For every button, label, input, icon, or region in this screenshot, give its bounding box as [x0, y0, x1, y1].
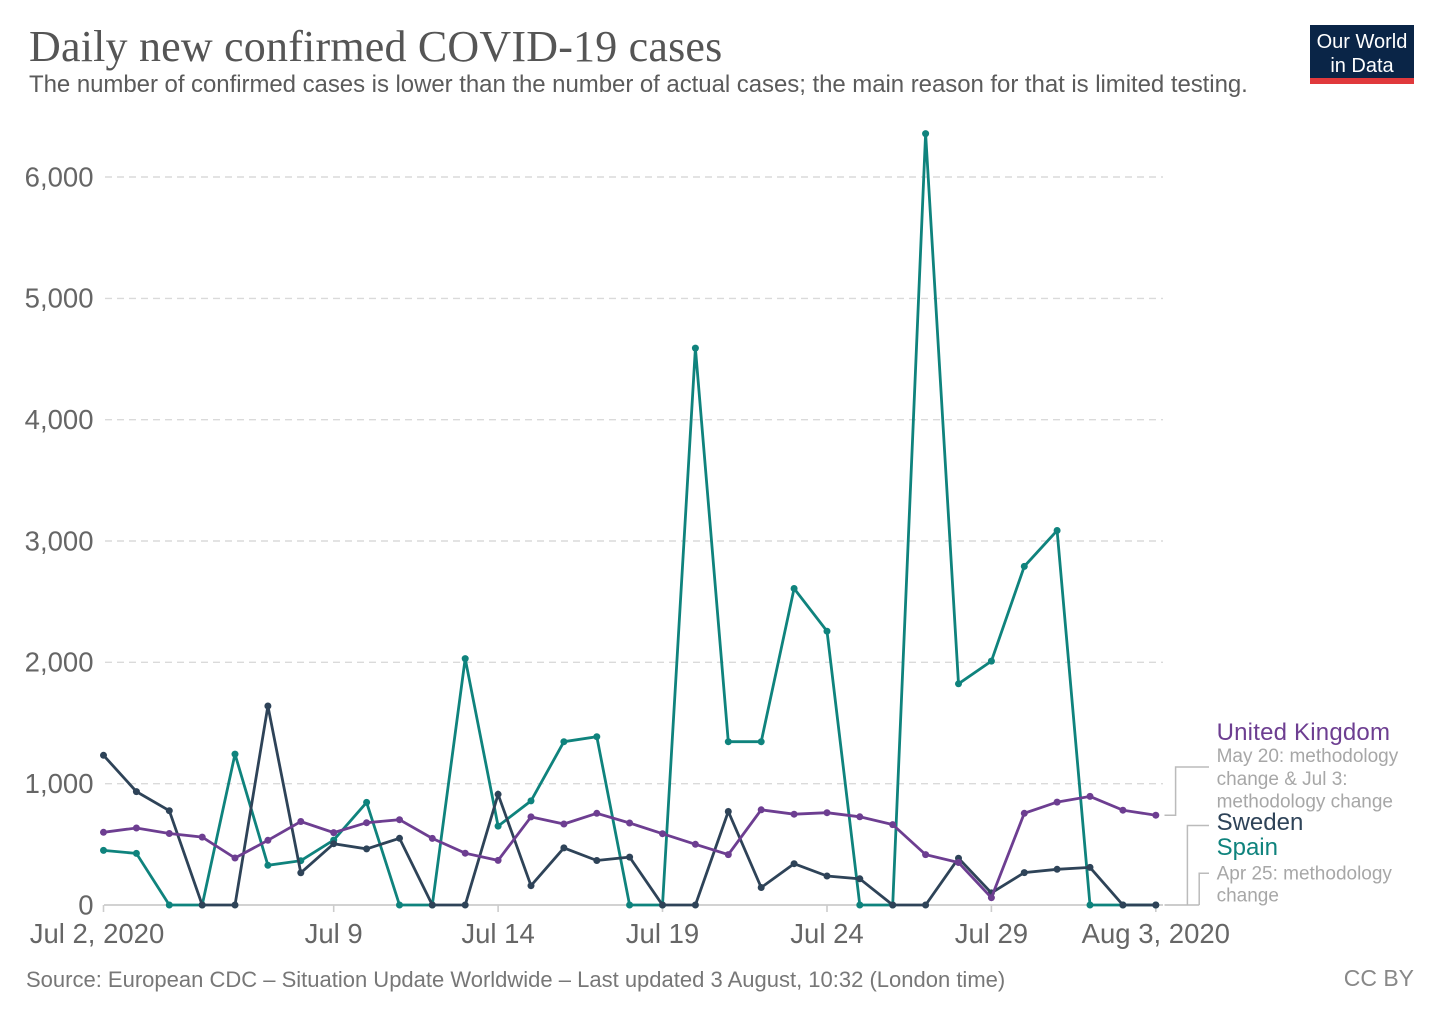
svg-text:Jul 2, 2020: Jul 2, 2020: [30, 918, 165, 949]
svg-text:0: 0: [78, 889, 93, 920]
svg-text:May 20: methodology: May 20: methodology: [1217, 746, 1399, 767]
svg-text:change: change: [1217, 886, 1279, 907]
svg-text:Aug 3, 2020: Aug 3, 2020: [1082, 918, 1230, 949]
svg-text:methodology change: methodology change: [1217, 792, 1393, 813]
svg-text:Jul 19: Jul 19: [626, 918, 699, 949]
svg-text:Jul 29: Jul 29: [955, 918, 1028, 949]
svg-text:Sweden: Sweden: [1217, 809, 1304, 836]
svg-text:2,000: 2,000: [25, 647, 94, 678]
svg-text:Source: European CDC – Situati: Source: European CDC – Situation Update …: [26, 967, 1005, 992]
svg-text:CC BY: CC BY: [1344, 965, 1414, 991]
svg-text:3,000: 3,000: [25, 525, 94, 556]
svg-text:Jul 24: Jul 24: [790, 918, 863, 949]
svg-text:1,000: 1,000: [25, 768, 94, 799]
svg-text:Apr 25: methodology: Apr 25: methodology: [1217, 864, 1393, 885]
svg-text:Jul 9: Jul 9: [305, 918, 363, 949]
svg-text:Jul 14: Jul 14: [461, 918, 534, 949]
svg-text:4,000: 4,000: [25, 404, 94, 435]
svg-text:change & Jul 3:: change & Jul 3:: [1217, 769, 1348, 790]
svg-text:5,000: 5,000: [25, 283, 94, 314]
svg-text:Spain: Spain: [1217, 834, 1278, 861]
svg-text:6,000: 6,000: [25, 161, 94, 192]
svg-text:United Kingdom: United Kingdom: [1217, 719, 1391, 746]
